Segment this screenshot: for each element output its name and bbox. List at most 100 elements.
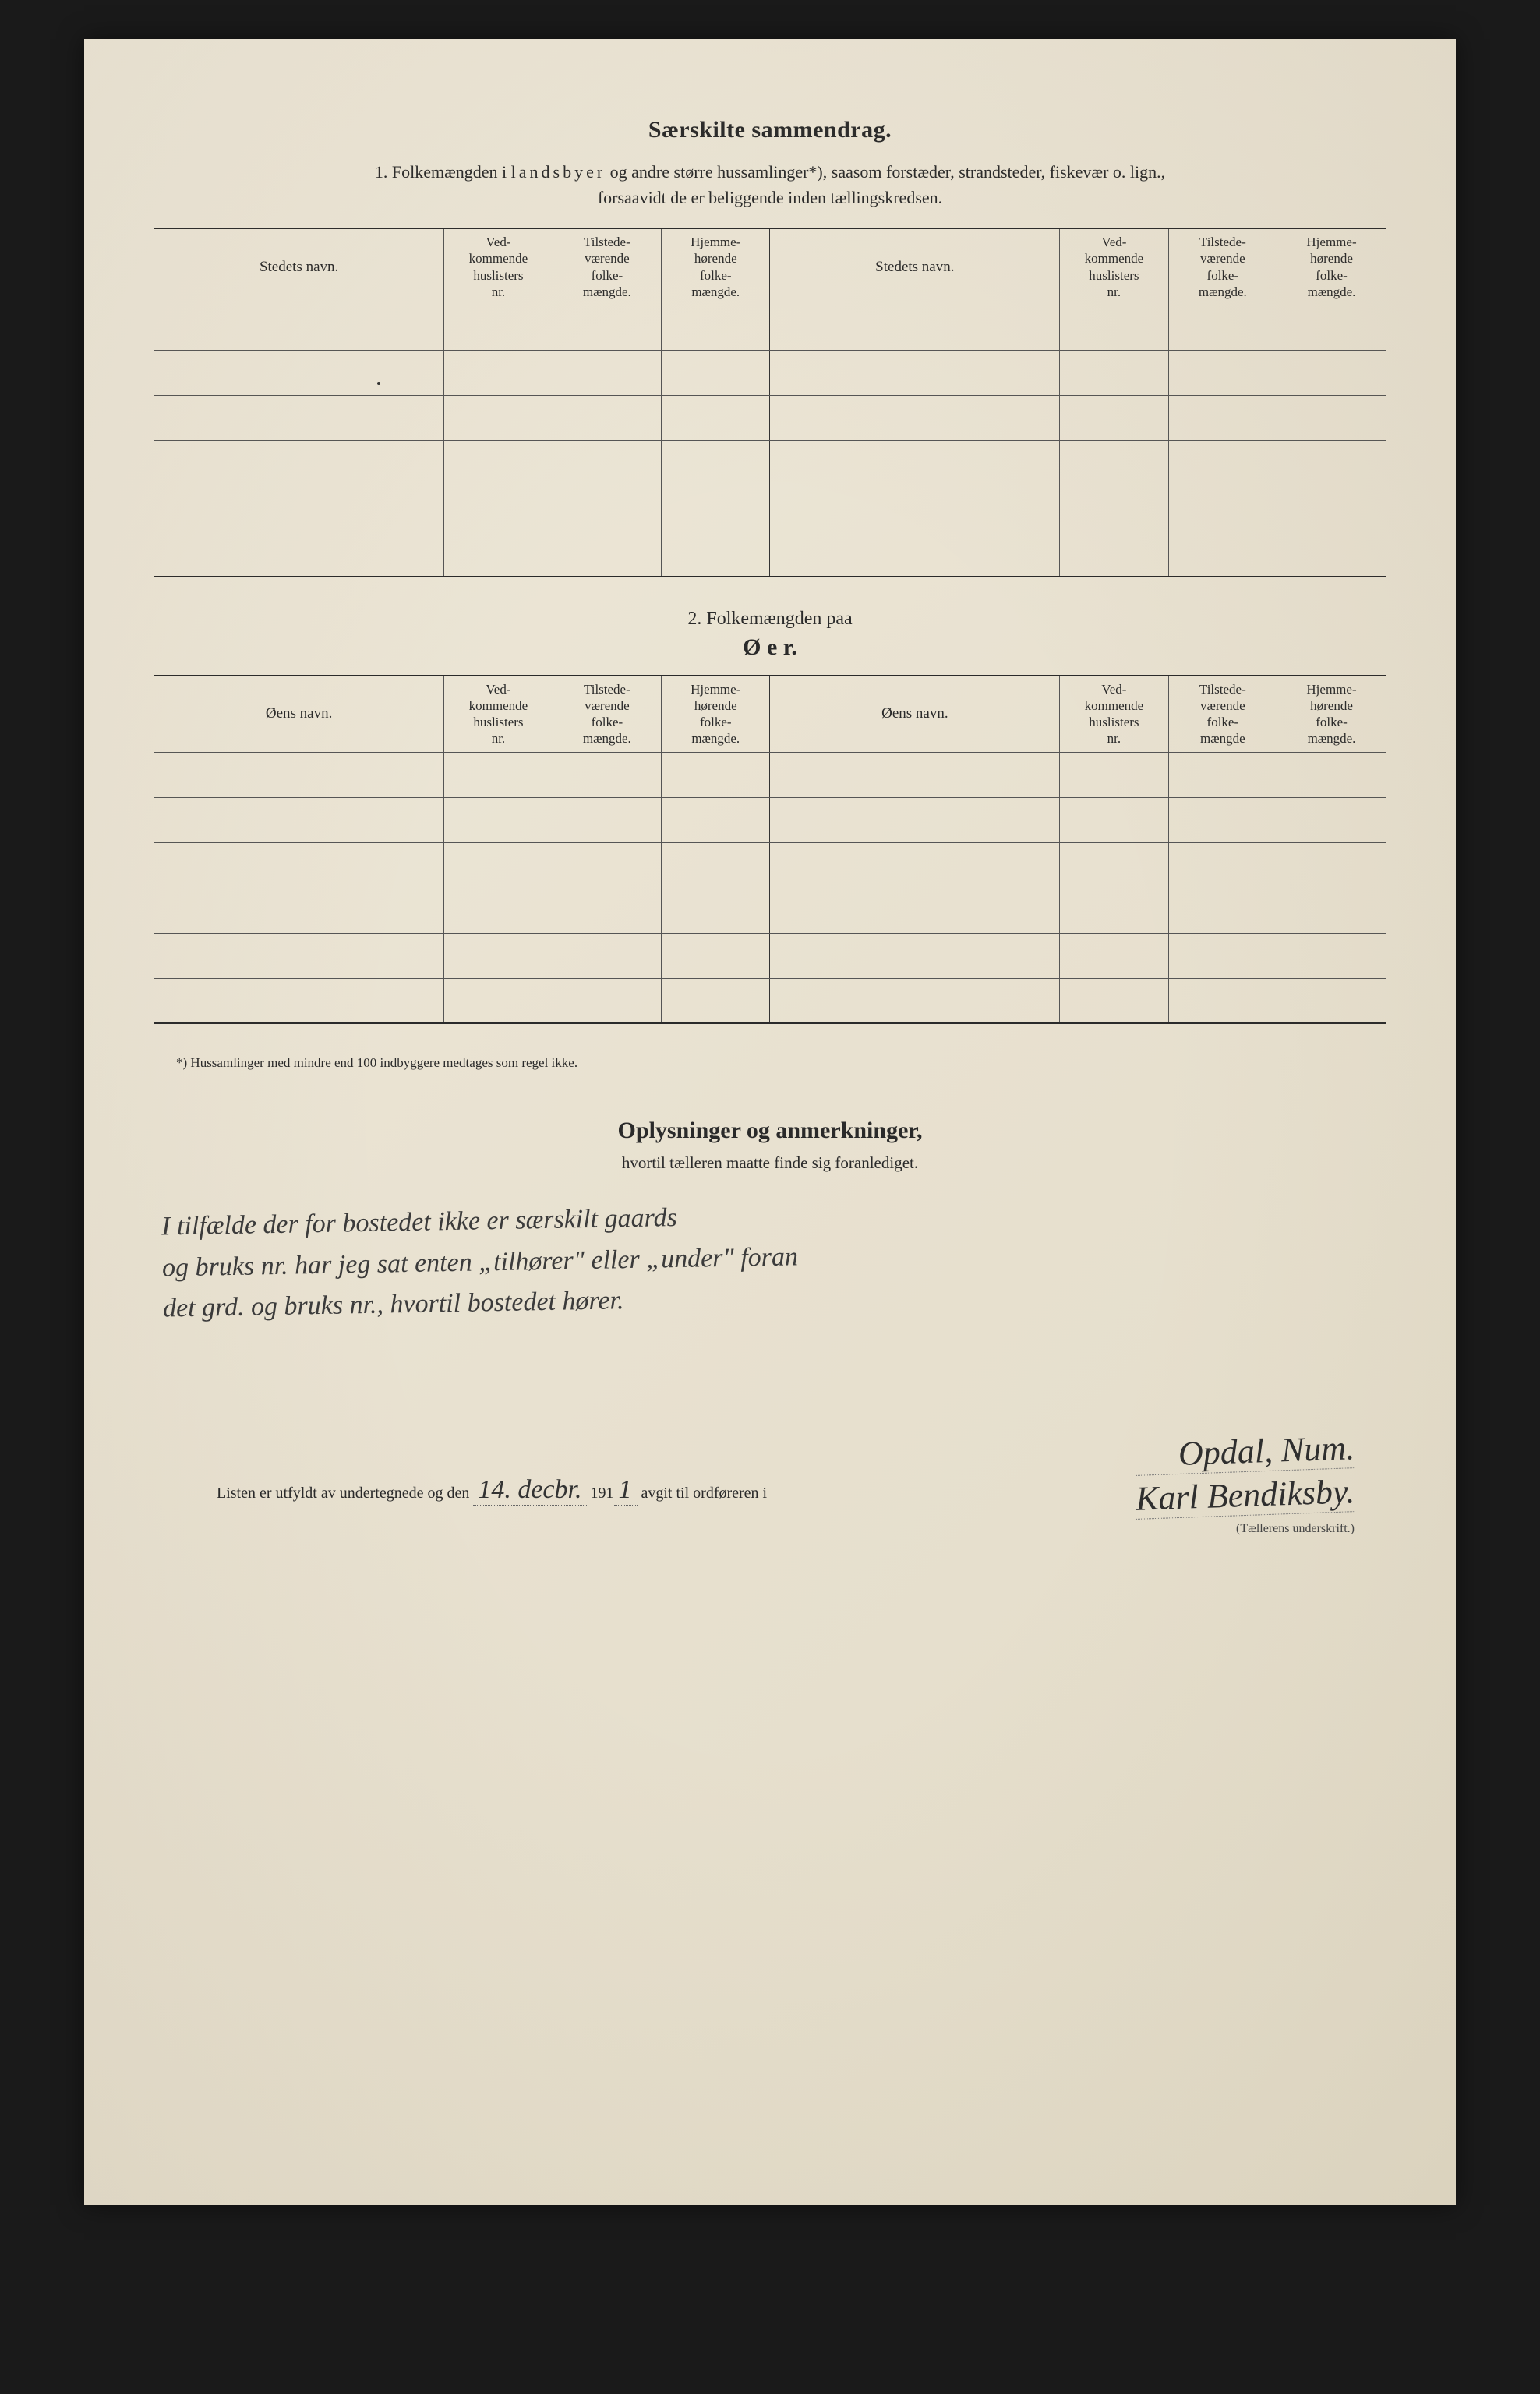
table-cell: [154, 978, 444, 1023]
table-cell: [553, 933, 661, 978]
sign-place: Opdal, Num.: [1135, 1428, 1355, 1476]
table-cell: [154, 842, 444, 888]
table-cell: [770, 933, 1060, 978]
table-row: [154, 842, 1386, 888]
table-cell: [154, 351, 444, 396]
table-cell: [1168, 933, 1277, 978]
table-cell: [1168, 978, 1277, 1023]
table-cell: [553, 752, 661, 797]
sign-date: 14. decbr.: [473, 1475, 586, 1506]
table-cell: [1060, 842, 1168, 888]
table-cell: [553, 351, 661, 396]
sign-mid: 191: [591, 1485, 614, 1502]
table-cell: [553, 486, 661, 531]
col-hjemme-l2: Hjemme- hørende folke- mængde.: [662, 676, 770, 753]
table-cell: [770, 797, 1060, 842]
table-cell: [662, 933, 770, 978]
table-islands: Øens navn. Ved- kommende huslisters nr. …: [154, 675, 1386, 1025]
intro-line2: forsaavidt de er beliggende inden tællin…: [598, 188, 942, 207]
table-cell: [770, 305, 1060, 351]
col-vedkommende-l: Ved- kommende huslisters nr.: [444, 228, 553, 305]
table-cell: [662, 351, 770, 396]
table-row: [154, 486, 1386, 531]
section1-intro: 1. Folkemængden i landsbyer og andre stø…: [154, 159, 1386, 210]
table-cell: [1168, 842, 1277, 888]
table-cell: [1060, 441, 1168, 486]
table-cell: [553, 531, 661, 577]
table-cell: [1277, 933, 1386, 978]
table-cell: [1168, 305, 1277, 351]
table-cell: [154, 797, 444, 842]
table-cell: [662, 396, 770, 441]
table-cell: [154, 888, 444, 933]
table-cell: [770, 351, 1060, 396]
table-row: [154, 305, 1386, 351]
table-row: [154, 888, 1386, 933]
col-tilstede-r: Tilstede- værende folke- mængde.: [1168, 228, 1277, 305]
table-row: [154, 396, 1386, 441]
table-cell: [553, 441, 661, 486]
col-hjemme-r: Hjemme- hørende folke- mængde.: [1277, 228, 1386, 305]
table-cell: [770, 441, 1060, 486]
sign-year: 1: [614, 1475, 638, 1506]
table-cell: [1060, 486, 1168, 531]
table-row: [154, 933, 1386, 978]
col-vedkommende-r2: Ved- kommende huslisters nr.: [1060, 676, 1168, 753]
table-cell: [553, 305, 661, 351]
table-cell: [1168, 486, 1277, 531]
villages-body: [154, 305, 1386, 577]
table-cell: [662, 486, 770, 531]
table-cell: [1168, 396, 1277, 441]
col-stedets-navn-l: Stedets navn.: [154, 228, 444, 305]
table-cell: [1277, 752, 1386, 797]
footnote: *) Hussamlinger med mindre end 100 indby…: [176, 1055, 1386, 1071]
intro-pre: 1. Folkemængden i: [375, 162, 511, 182]
sign-name: Karl Bendiksby.: [1135, 1471, 1355, 1520]
table-cell: [662, 797, 770, 842]
table-cell: [1277, 888, 1386, 933]
table-cell: [154, 396, 444, 441]
table-cell: [1168, 888, 1277, 933]
col-oens-navn-r: Øens navn.: [770, 676, 1060, 753]
table-cell: [444, 351, 553, 396]
table-cell: [553, 396, 661, 441]
table-cell: [1277, 842, 1386, 888]
sign-caption: (Tællerens underskrift.): [1236, 1522, 1355, 1535]
section2-title: Ø e r.: [154, 634, 1386, 661]
col-oens-navn-l: Øens navn.: [154, 676, 444, 753]
table-cell: [154, 531, 444, 577]
table-cell: [662, 888, 770, 933]
hand-line3: det grd. og bruks nr., hvortil bostedet …: [163, 1287, 624, 1323]
table-cell: [662, 978, 770, 1023]
table-cell: [662, 441, 770, 486]
table-cell: [444, 978, 553, 1023]
table-cell: [1168, 441, 1277, 486]
table-cell: [1277, 486, 1386, 531]
table-row: [154, 978, 1386, 1023]
table-cell: [1060, 531, 1168, 577]
table-cell: [154, 486, 444, 531]
table-cell: [444, 842, 553, 888]
table-cell: [1060, 752, 1168, 797]
table-cell: [444, 531, 553, 577]
stray-dot: [377, 382, 380, 385]
handwritten-note: I tilfælde der for bostedet ikke er særs…: [161, 1185, 1372, 1329]
table-cell: [1168, 797, 1277, 842]
table-row: [154, 752, 1386, 797]
sign-post: avgit til ordføreren i: [641, 1485, 768, 1502]
hand-line2: og bruks nr. har jeg sat enten „tilhører…: [162, 1242, 798, 1282]
col-vedkommende-l2: Ved- kommende huslisters nr.: [444, 676, 553, 753]
hand-line1: I tilfælde der for bostedet ikke er særs…: [161, 1203, 677, 1241]
table-cell: [1277, 978, 1386, 1023]
section1-title: Særskilte sammendrag.: [154, 117, 1386, 143]
table-cell: [1277, 797, 1386, 842]
table-cell: [770, 486, 1060, 531]
col-tilstede-l: Tilstede- værende folke- mængde.: [553, 228, 661, 305]
table-cell: [770, 531, 1060, 577]
table-cell: [1277, 531, 1386, 577]
table-cell: [553, 797, 661, 842]
table-cell: [662, 531, 770, 577]
col-hjemme-l: Hjemme- hørende folke- mængde.: [662, 228, 770, 305]
table-cell: [662, 842, 770, 888]
table-cell: [1277, 305, 1386, 351]
